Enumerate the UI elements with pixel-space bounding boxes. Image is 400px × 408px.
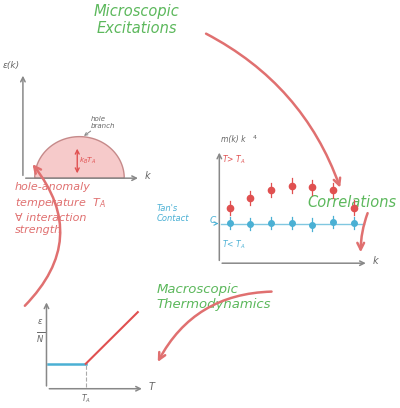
Text: Microscopic
Excitations: Microscopic Excitations bbox=[94, 4, 180, 36]
Text: N: N bbox=[36, 335, 42, 344]
Text: Tan's
Contact: Tan's Contact bbox=[156, 204, 189, 223]
Text: k: k bbox=[145, 171, 150, 181]
Text: $k_BT_A$: $k_BT_A$ bbox=[79, 156, 96, 166]
Text: 4: 4 bbox=[253, 135, 257, 140]
Text: T$_A$: T$_A$ bbox=[81, 393, 91, 405]
Text: T> T$_A$: T> T$_A$ bbox=[222, 153, 246, 166]
Text: hole-anomaly
temperature  T$_A$
∀ interaction
strength: hole-anomaly temperature T$_A$ ∀ interac… bbox=[15, 182, 106, 235]
Text: k: k bbox=[372, 256, 378, 266]
Text: T< T$_A$: T< T$_A$ bbox=[222, 238, 246, 251]
Text: C: C bbox=[210, 215, 216, 225]
Text: ε: ε bbox=[38, 317, 42, 326]
Text: m(k) k: m(k) k bbox=[221, 135, 246, 144]
Text: Correlations: Correlations bbox=[307, 195, 396, 210]
Text: T: T bbox=[149, 382, 155, 392]
Text: Macroscopic
Thermodynamics: Macroscopic Thermodynamics bbox=[156, 284, 271, 311]
Text: ε(k): ε(k) bbox=[3, 61, 20, 70]
Polygon shape bbox=[35, 137, 124, 178]
Text: hole
branch: hole branch bbox=[91, 116, 115, 129]
